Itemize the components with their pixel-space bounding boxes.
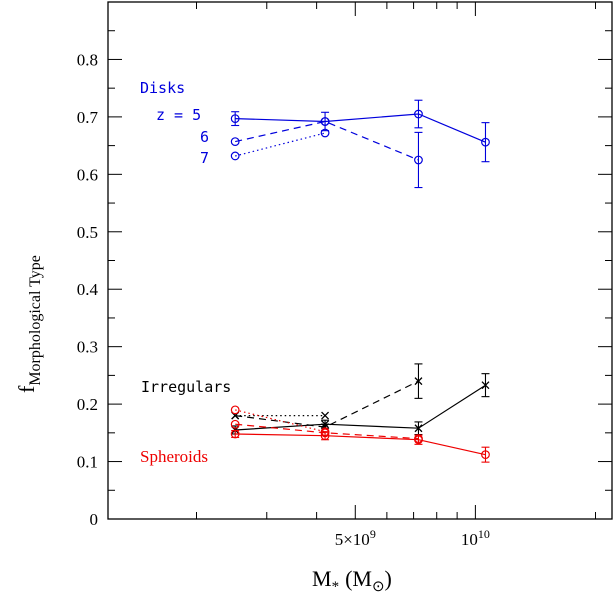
x-tick-labels: 5×109 1010	[335, 527, 490, 549]
x-tick-label: 1010	[461, 527, 490, 549]
data-point	[414, 155, 423, 165]
data-point	[320, 128, 330, 138]
y-tick-labels: 0 0.1 0.2 0.3 0.4 0.5 0.6 0.7 0.8	[77, 50, 99, 529]
y-tick-label: 0.7	[77, 108, 99, 127]
y-tick-label: 0.2	[77, 395, 98, 414]
data-point	[320, 427, 330, 437]
x-tick-label: 5×109	[335, 527, 376, 549]
label-z6: 6	[200, 128, 209, 146]
label-spheroids: Spheroids	[140, 447, 208, 466]
series-disks-z7	[230, 128, 330, 161]
data-point	[414, 424, 423, 433]
label-z5: z = 5	[156, 106, 201, 124]
data-point	[414, 377, 423, 386]
data-point	[230, 151, 240, 161]
series-line	[235, 120, 419, 161]
series-disks-z5	[230, 99, 490, 163]
y-tick-label: 0.1	[77, 453, 98, 472]
data-point	[481, 450, 490, 460]
series-line	[235, 113, 486, 143]
data-point	[320, 117, 330, 126]
data-point	[414, 109, 423, 119]
y-tick-label: 0.4	[77, 280, 99, 299]
series-line	[235, 433, 486, 456]
series-disks-z6	[230, 117, 423, 189]
y-tick-label: 0.6	[77, 165, 98, 184]
y-tick-label: 0	[90, 510, 99, 529]
y-axis-title: fMorphological Type	[14, 255, 44, 393]
data-point	[320, 431, 330, 441]
series-irregulars-z7	[231, 411, 330, 420]
label-disks: Disks	[140, 79, 185, 97]
plot-area	[230, 99, 490, 463]
y-tick-label: 0.3	[77, 338, 98, 357]
data-point	[230, 429, 240, 439]
series-line	[235, 384, 486, 431]
data-point	[481, 137, 490, 147]
data-point	[230, 137, 240, 146]
data-point	[414, 434, 423, 443]
series-line	[235, 409, 326, 433]
data-point	[230, 419, 240, 429]
data-point	[321, 411, 330, 420]
series-line	[235, 423, 419, 440]
series-irregulars-z5	[231, 373, 490, 436]
label-irregulars: Irregulars	[141, 378, 231, 396]
axes	[107, 1, 613, 520]
data-point	[230, 405, 240, 415]
data-point	[481, 381, 490, 390]
y-tick-label: 0.8	[77, 50, 98, 69]
label-z7: 7	[200, 149, 209, 167]
data-point	[230, 114, 240, 124]
y-tick-label: 0.5	[77, 223, 98, 242]
series-line	[235, 132, 326, 157]
series-spheroids-z7	[230, 405, 330, 437]
x-axis-title: M* (M⊙)	[312, 566, 392, 593]
